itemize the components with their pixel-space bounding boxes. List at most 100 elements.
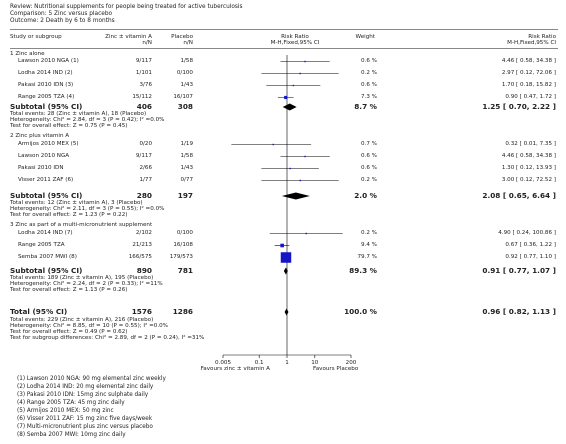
study-ci: 3.00 [ 0.12, 72.52 ] <box>501 177 556 183</box>
footnote: (5) Armijos 2010 MEX: 50 mg zinc <box>17 408 114 414</box>
study-weight-box <box>299 72 301 75</box>
group-title: 1 Zinc alone <box>10 51 45 57</box>
study-zinc-events: 2/102 <box>135 230 152 236</box>
subtotal-diamond <box>283 267 288 275</box>
study-placebo-events: 0/100 <box>176 70 193 76</box>
group-title: 2 Zinc plus vitamin A <box>10 133 70 139</box>
group-note: Total events: 12 (Zinc ± vitamin A), 3 (… <box>10 200 143 206</box>
subtotal-weight: 2.0 % <box>354 191 377 200</box>
col-rr-plot-sub: M-H,Fixed,95% CI <box>270 40 320 46</box>
group-title: 3 Zinc as part of a multi-micronutrient … <box>10 222 153 228</box>
study-name: Range 2005 TZA (4) <box>18 94 75 100</box>
study-weight: 9.4 % <box>361 242 377 248</box>
study-zinc-events: 166/575 <box>128 254 152 260</box>
study-weight-box <box>304 60 306 63</box>
subtotal-diamond <box>281 192 310 200</box>
study-zinc-events: 21/213 <box>132 242 152 248</box>
favours-right-label: Favours Placebo <box>313 366 359 372</box>
total-zinc: 1576 <box>131 307 152 316</box>
group-note: Test for overall effect: Z = 1.23 (P = 0… <box>10 212 128 218</box>
study-weight-box <box>305 232 307 235</box>
study-zinc-events: 9/117 <box>135 58 152 64</box>
x-tick-label: 0.005 <box>215 360 231 366</box>
study-zinc-events: 3/76 <box>139 82 152 88</box>
study-zinc-events: 2/66 <box>139 165 152 171</box>
overall-diamond <box>284 308 289 316</box>
col-study: Study or subgroup <box>10 34 62 40</box>
study-name: Visser 2011 ZAF (6) <box>18 177 74 183</box>
col-placebo: Placebo <box>171 34 193 40</box>
group-note: Test for overall effect: Z = 0.75 (P = 0… <box>10 123 128 129</box>
col-placebo-sub: n/N <box>183 40 193 46</box>
study-placebo-events: 0/100 <box>176 230 193 236</box>
subtotal-weight: 8.7 % <box>354 102 377 111</box>
study-weight: 7.3 % <box>361 94 377 100</box>
subtotal-ci: 2.08 [ 0.65, 6.64 ] <box>482 191 556 200</box>
study-ci: 1.70 [ 0.18, 15.82 ] <box>501 82 556 88</box>
footnote: (2) Lodha 2014 IND: 20 mg elemental zinc… <box>17 384 154 390</box>
study-weight-box <box>289 167 291 170</box>
study-weight-box <box>272 143 274 146</box>
header-top-rule <box>10 29 558 30</box>
study-placebo-events: 0/77 <box>180 177 193 183</box>
footnote: (4) Range 2005 TZA: 45 mg zinc daily <box>17 400 125 406</box>
study-zinc-events: 9/117 <box>135 153 152 159</box>
subtotal-weight: 89.3 % <box>349 266 377 275</box>
study-name: Lawson 2010 NGA <box>18 153 70 159</box>
total-placebo: 1286 <box>172 307 193 316</box>
study-name: Pakasi 2010 IDN <box>18 165 64 171</box>
study-name: Lodha 2014 IND (7) <box>18 230 73 236</box>
study-weight: 0.7 % <box>361 141 377 147</box>
study-placebo-events: 16/108 <box>173 242 193 248</box>
total-weight: 100.0 % <box>344 307 377 316</box>
group-note: Test for overall effect: Z = 1.13 (P = 0… <box>10 287 128 293</box>
study-weight: 0.2 % <box>361 230 377 236</box>
subtotal-zinc: 280 <box>136 191 152 200</box>
group-note: Heterogeneity: Chi² = 2.84, df = 3 (P = … <box>10 117 165 123</box>
study-weight: 0.2 % <box>361 70 377 76</box>
study-weight: 0.6 % <box>361 58 377 64</box>
study-weight-box <box>299 179 301 182</box>
study-weight: 79.7 % <box>357 254 377 260</box>
study-ci: 4.90 [ 0.24, 100.86 ] <box>498 230 556 236</box>
col-weight: Weight <box>355 34 376 40</box>
study-ci: 4.46 [ 0.58, 34.38 ] <box>501 58 556 64</box>
subtotal-zinc: 406 <box>136 102 152 111</box>
study-zinc-events: 0/20 <box>139 141 152 147</box>
study-placebo-events: 179/573 <box>169 254 193 260</box>
study-weight-box <box>304 155 306 158</box>
study-weight: 0.2 % <box>361 177 377 183</box>
header-bottom-rule <box>10 48 558 49</box>
study-placebo-events: 1/43 <box>180 165 193 171</box>
subtotal-label: Subtotal (95% CI) <box>10 266 83 275</box>
group-note: Heterogeneity: Chi² = 2.11, df = 3 (P = … <box>10 206 165 212</box>
footnote: (7) Multi-micronutrient plus zinc versus… <box>17 424 153 430</box>
study-weight: 0.6 % <box>361 165 377 171</box>
x-tick-label: 200 <box>346 360 357 366</box>
subtotal-ci: 0.91 [ 0.77, 1.07 ] <box>482 266 556 275</box>
study-placebo-events: 1/58 <box>180 153 193 159</box>
study-weight: 0.6 % <box>361 82 377 88</box>
x-tick-label: 1 <box>285 360 289 366</box>
study-zinc-events: 1/101 <box>135 70 152 76</box>
study-ci: 1.30 [ 0.12, 13.93 ] <box>501 165 556 171</box>
study-ci: 2.97 [ 0.12, 72.06 ] <box>501 70 556 76</box>
footnote: (8) Semba 2007 MWI: 10mg zinc daily <box>17 432 126 438</box>
x-tick-label: 0.1 <box>255 360 264 366</box>
study-placebo-events: 1/58 <box>180 58 193 64</box>
review-title: Review: Nutritional supplements for peop… <box>10 4 243 10</box>
study-ci: 4.46 [ 0.58, 34.38 ] <box>501 153 556 159</box>
col-rr-plot: Risk Ratio <box>281 34 309 40</box>
subtotal-diamond <box>282 103 297 111</box>
subtotal-placebo: 781 <box>177 266 193 275</box>
total-label: Total (95% CI) <box>10 307 68 316</box>
subtotal-label: Subtotal (95% CI) <box>10 191 83 200</box>
group-note: Heterogeneity: Chi² = 2.24, df = 2 (P = … <box>10 281 163 287</box>
study-placebo-events: 1/43 <box>180 82 193 88</box>
study-weight-box <box>292 84 295 87</box>
study-ci: 0.92 [ 0.77, 1.10 ] <box>505 254 556 260</box>
study-name: Pakasi 2010 IDN (3) <box>18 82 74 88</box>
study-zinc-events: 15/112 <box>132 94 152 100</box>
study-weight: 0.6 % <box>361 153 377 159</box>
total-note: Test for subgroup differences: Chi² = 2.… <box>10 335 205 341</box>
